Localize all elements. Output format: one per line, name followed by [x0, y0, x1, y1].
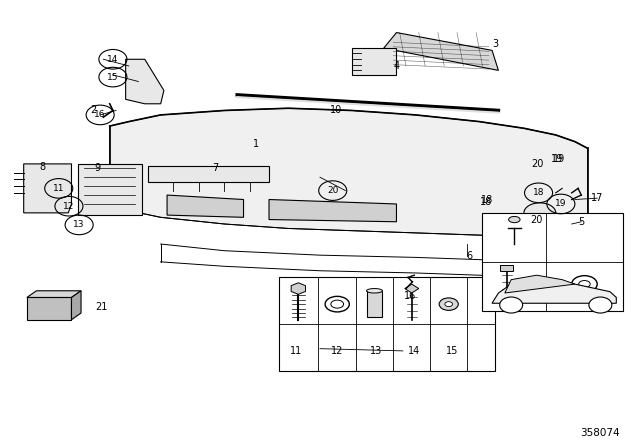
Polygon shape: [291, 283, 305, 294]
Ellipse shape: [331, 300, 344, 308]
Text: 13: 13: [370, 346, 382, 356]
Text: 3: 3: [492, 39, 499, 49]
Text: 10: 10: [330, 105, 342, 116]
Text: 11: 11: [53, 184, 65, 193]
Ellipse shape: [561, 218, 582, 230]
Text: 13: 13: [74, 220, 85, 229]
Ellipse shape: [524, 203, 556, 223]
Polygon shape: [384, 33, 499, 70]
Polygon shape: [492, 280, 616, 303]
Text: 17: 17: [591, 193, 604, 203]
Polygon shape: [125, 59, 164, 104]
Text: 15: 15: [107, 73, 118, 82]
Bar: [278, 277, 495, 371]
Text: 20: 20: [327, 186, 339, 195]
Bar: [483, 213, 623, 311]
Text: 2: 2: [91, 105, 97, 115]
Text: 12: 12: [331, 346, 344, 356]
Text: 18: 18: [533, 188, 544, 197]
Text: 19: 19: [551, 155, 563, 164]
Polygon shape: [148, 166, 269, 182]
Text: 11: 11: [291, 346, 303, 356]
Circle shape: [589, 297, 612, 313]
Text: 20: 20: [531, 215, 543, 224]
Polygon shape: [352, 48, 396, 75]
Polygon shape: [72, 291, 81, 320]
Text: 7: 7: [212, 164, 218, 173]
Ellipse shape: [325, 296, 349, 312]
Text: 12: 12: [63, 202, 75, 211]
Ellipse shape: [367, 289, 383, 293]
Text: 14: 14: [108, 55, 118, 64]
Text: 18: 18: [479, 197, 492, 207]
Text: 1: 1: [253, 139, 259, 149]
Text: 5: 5: [578, 217, 584, 227]
Text: 20: 20: [532, 159, 544, 169]
Polygon shape: [78, 164, 141, 215]
Bar: [27, 297, 72, 320]
Ellipse shape: [579, 280, 590, 288]
Polygon shape: [24, 164, 72, 213]
Polygon shape: [269, 199, 396, 222]
Text: 15: 15: [445, 346, 458, 356]
Text: 16: 16: [95, 110, 106, 120]
Bar: [367, 291, 383, 318]
Text: 358074: 358074: [580, 428, 620, 438]
Text: 14: 14: [408, 346, 420, 356]
Ellipse shape: [439, 298, 458, 310]
Polygon shape: [109, 108, 588, 244]
Ellipse shape: [445, 302, 452, 306]
Text: 21: 21: [95, 302, 108, 312]
Text: 19: 19: [553, 155, 565, 164]
Bar: [500, 265, 513, 271]
Polygon shape: [404, 284, 419, 293]
Polygon shape: [27, 291, 81, 297]
Text: 19: 19: [555, 199, 566, 208]
Ellipse shape: [572, 276, 597, 293]
Text: 9: 9: [94, 164, 100, 173]
Ellipse shape: [566, 221, 577, 227]
Text: 4: 4: [394, 61, 399, 71]
Polygon shape: [505, 275, 575, 293]
Text: 18: 18: [481, 194, 493, 205]
Circle shape: [500, 297, 523, 313]
Ellipse shape: [509, 216, 520, 223]
Text: 6: 6: [467, 251, 473, 261]
Text: 16: 16: [404, 291, 417, 301]
Polygon shape: [167, 195, 244, 217]
Text: 8: 8: [39, 162, 45, 172]
